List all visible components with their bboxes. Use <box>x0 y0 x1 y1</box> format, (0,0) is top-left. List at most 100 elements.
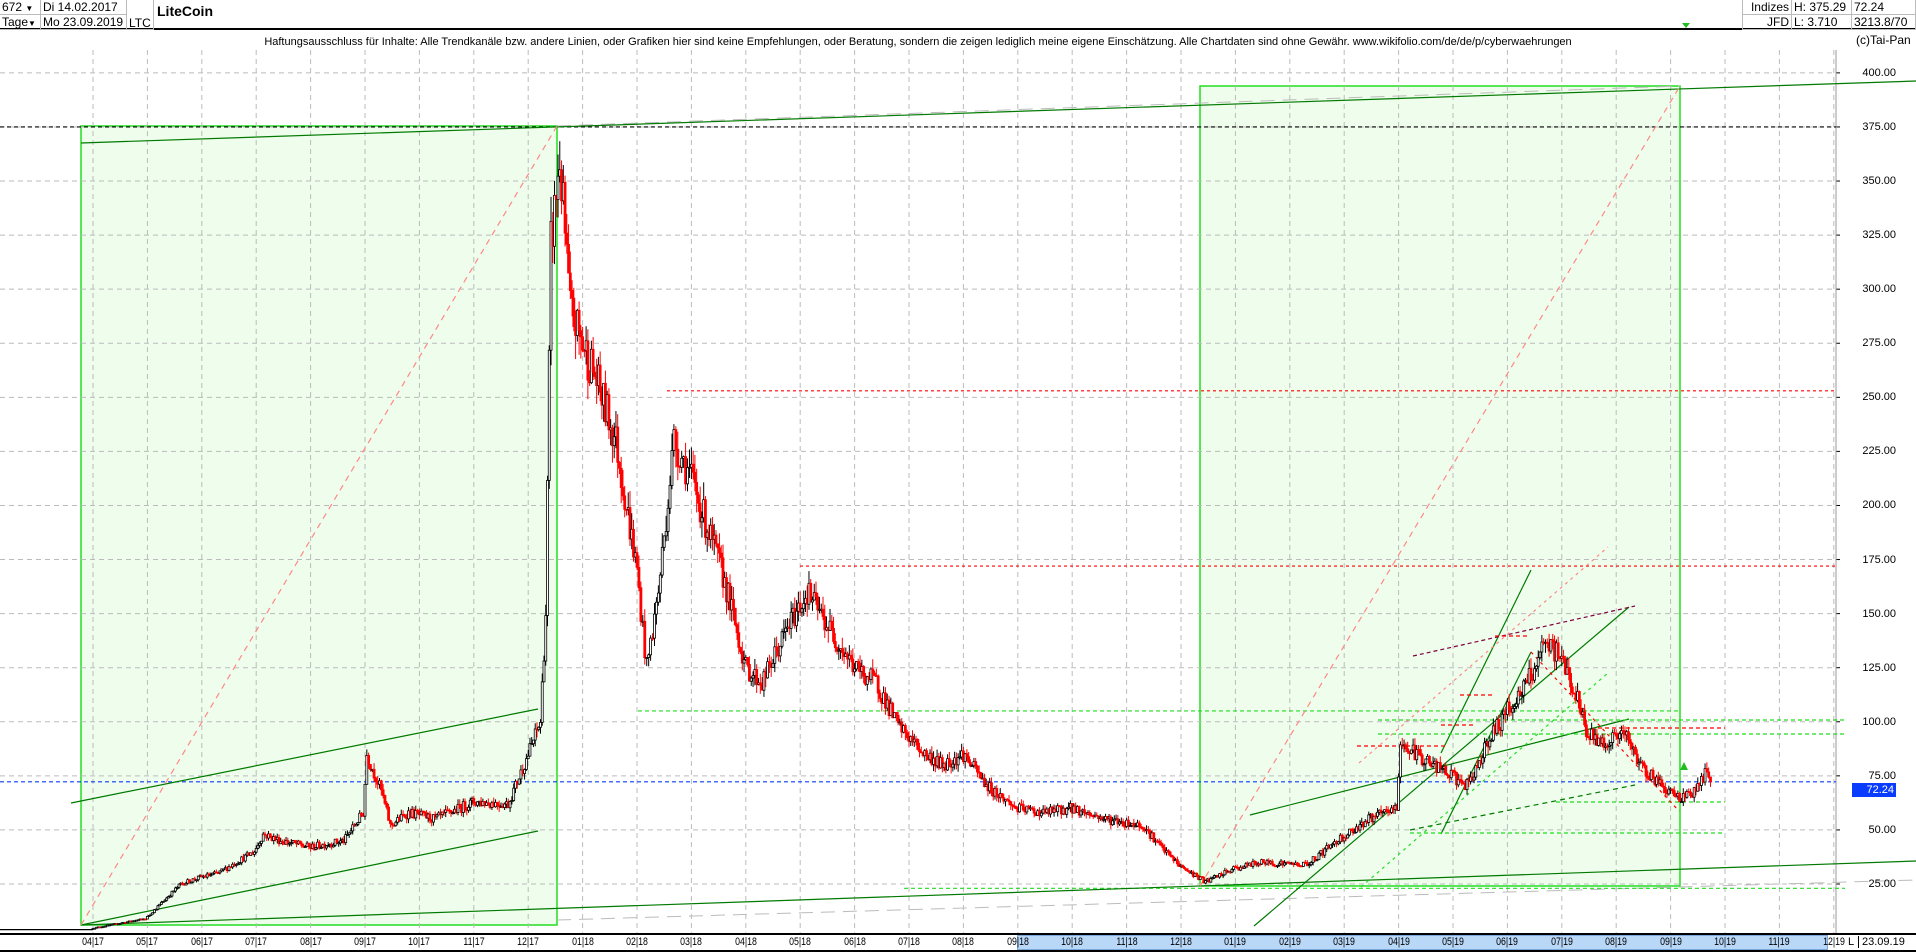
candle-body <box>735 624 739 634</box>
time-axis[interactable]: 04|17 05|17 06|17 07|17 08|17 09|17 10|17 11|17… <box>0 933 1916 952</box>
candle <box>593 366 597 380</box>
candle-body <box>1540 641 1544 653</box>
candle-body <box>1620 730 1623 735</box>
candle <box>814 581 818 605</box>
candle <box>539 719 542 734</box>
trend-line <box>1530 651 1680 812</box>
candle-body <box>1137 822 1141 828</box>
candle-body <box>399 813 403 822</box>
candle <box>1083 804 1086 817</box>
price-tick-label: 175.00 <box>1862 553 1896 566</box>
candle <box>1172 855 1176 864</box>
candle-body <box>811 599 814 603</box>
candle <box>830 614 834 631</box>
candle-body <box>553 194 556 247</box>
price-tick-label: 200.00 <box>1862 499 1896 512</box>
candle-body <box>1141 827 1145 830</box>
candle-body <box>1381 811 1385 814</box>
candle <box>1056 803 1060 817</box>
candle-body <box>451 812 455 815</box>
candle <box>1018 802 1022 813</box>
bars-count-select[interactable]: 672 ▼ <box>0 0 41 15</box>
candle <box>1453 767 1457 776</box>
candle-body <box>639 587 643 622</box>
candle-body <box>1397 776 1400 811</box>
trend-line <box>70 708 539 804</box>
candle-body <box>762 671 766 691</box>
candle <box>719 545 723 568</box>
candle <box>1146 826 1150 834</box>
candle-body <box>344 834 348 844</box>
candle-body <box>1672 790 1676 797</box>
candle <box>387 803 390 821</box>
candle <box>314 847 318 851</box>
candle <box>1472 771 1476 784</box>
candle <box>260 840 263 847</box>
candle <box>618 461 621 474</box>
candle <box>1490 738 1494 743</box>
candle <box>1634 744 1637 755</box>
candle <box>816 592 820 621</box>
candle-body <box>258 842 262 846</box>
candle-body <box>1251 860 1255 867</box>
time-axis-selection[interactable] <box>1017 935 1828 950</box>
candle <box>963 753 967 769</box>
candle <box>1583 704 1587 728</box>
candle-body <box>771 662 775 668</box>
candle <box>1611 729 1615 750</box>
candle <box>432 814 435 826</box>
time-tick-label: 11|19 <box>1768 936 1790 948</box>
candle <box>339 837 342 846</box>
time-tick-label: 02|19 <box>1278 936 1301 948</box>
candle-body <box>528 743 532 757</box>
candle <box>874 668 878 677</box>
candle <box>846 651 849 669</box>
candle <box>195 879 198 883</box>
candle-body <box>733 607 737 626</box>
candle <box>974 757 978 770</box>
candle <box>721 544 725 598</box>
candle-body <box>1039 812 1043 817</box>
candle <box>758 673 762 694</box>
candle <box>771 659 775 668</box>
candle <box>374 776 378 788</box>
candle-body <box>1444 765 1448 776</box>
candle-body <box>314 847 318 850</box>
candle-body <box>346 834 349 836</box>
candle <box>1651 767 1655 779</box>
candle <box>174 886 177 893</box>
candle-body <box>1577 691 1581 709</box>
candle-body <box>1088 812 1092 816</box>
candle <box>317 840 321 850</box>
price-tick-label: 100.00 <box>1862 715 1896 728</box>
candle <box>1644 764 1648 783</box>
start-date[interactable]: Di 14.02.2017 <box>41 0 127 15</box>
candle-body <box>619 467 623 488</box>
candle <box>381 784 385 799</box>
candle <box>1707 767 1711 779</box>
candle <box>1329 844 1332 850</box>
candle <box>1488 736 1492 751</box>
candle <box>549 196 553 366</box>
candle-body <box>1481 757 1485 764</box>
candle-body <box>849 654 853 660</box>
candle <box>476 801 479 808</box>
end-date[interactable]: Mo 23.09.2019 <box>41 15 127 30</box>
candle <box>326 842 330 848</box>
candle <box>958 750 962 760</box>
candle-body <box>1127 819 1130 827</box>
candle-body <box>1302 861 1305 867</box>
candle <box>728 574 732 621</box>
candle-body <box>784 627 788 632</box>
candle-body <box>1111 820 1114 826</box>
candle <box>1567 657 1571 681</box>
candle-body <box>1689 791 1692 797</box>
candle <box>1184 868 1188 871</box>
candle <box>1116 815 1120 828</box>
candle-body <box>335 838 339 844</box>
period-select[interactable]: Tage▼ <box>0 15 41 30</box>
candle-body <box>1367 814 1371 823</box>
candle-body <box>356 822 360 825</box>
candle-body <box>1175 859 1179 865</box>
